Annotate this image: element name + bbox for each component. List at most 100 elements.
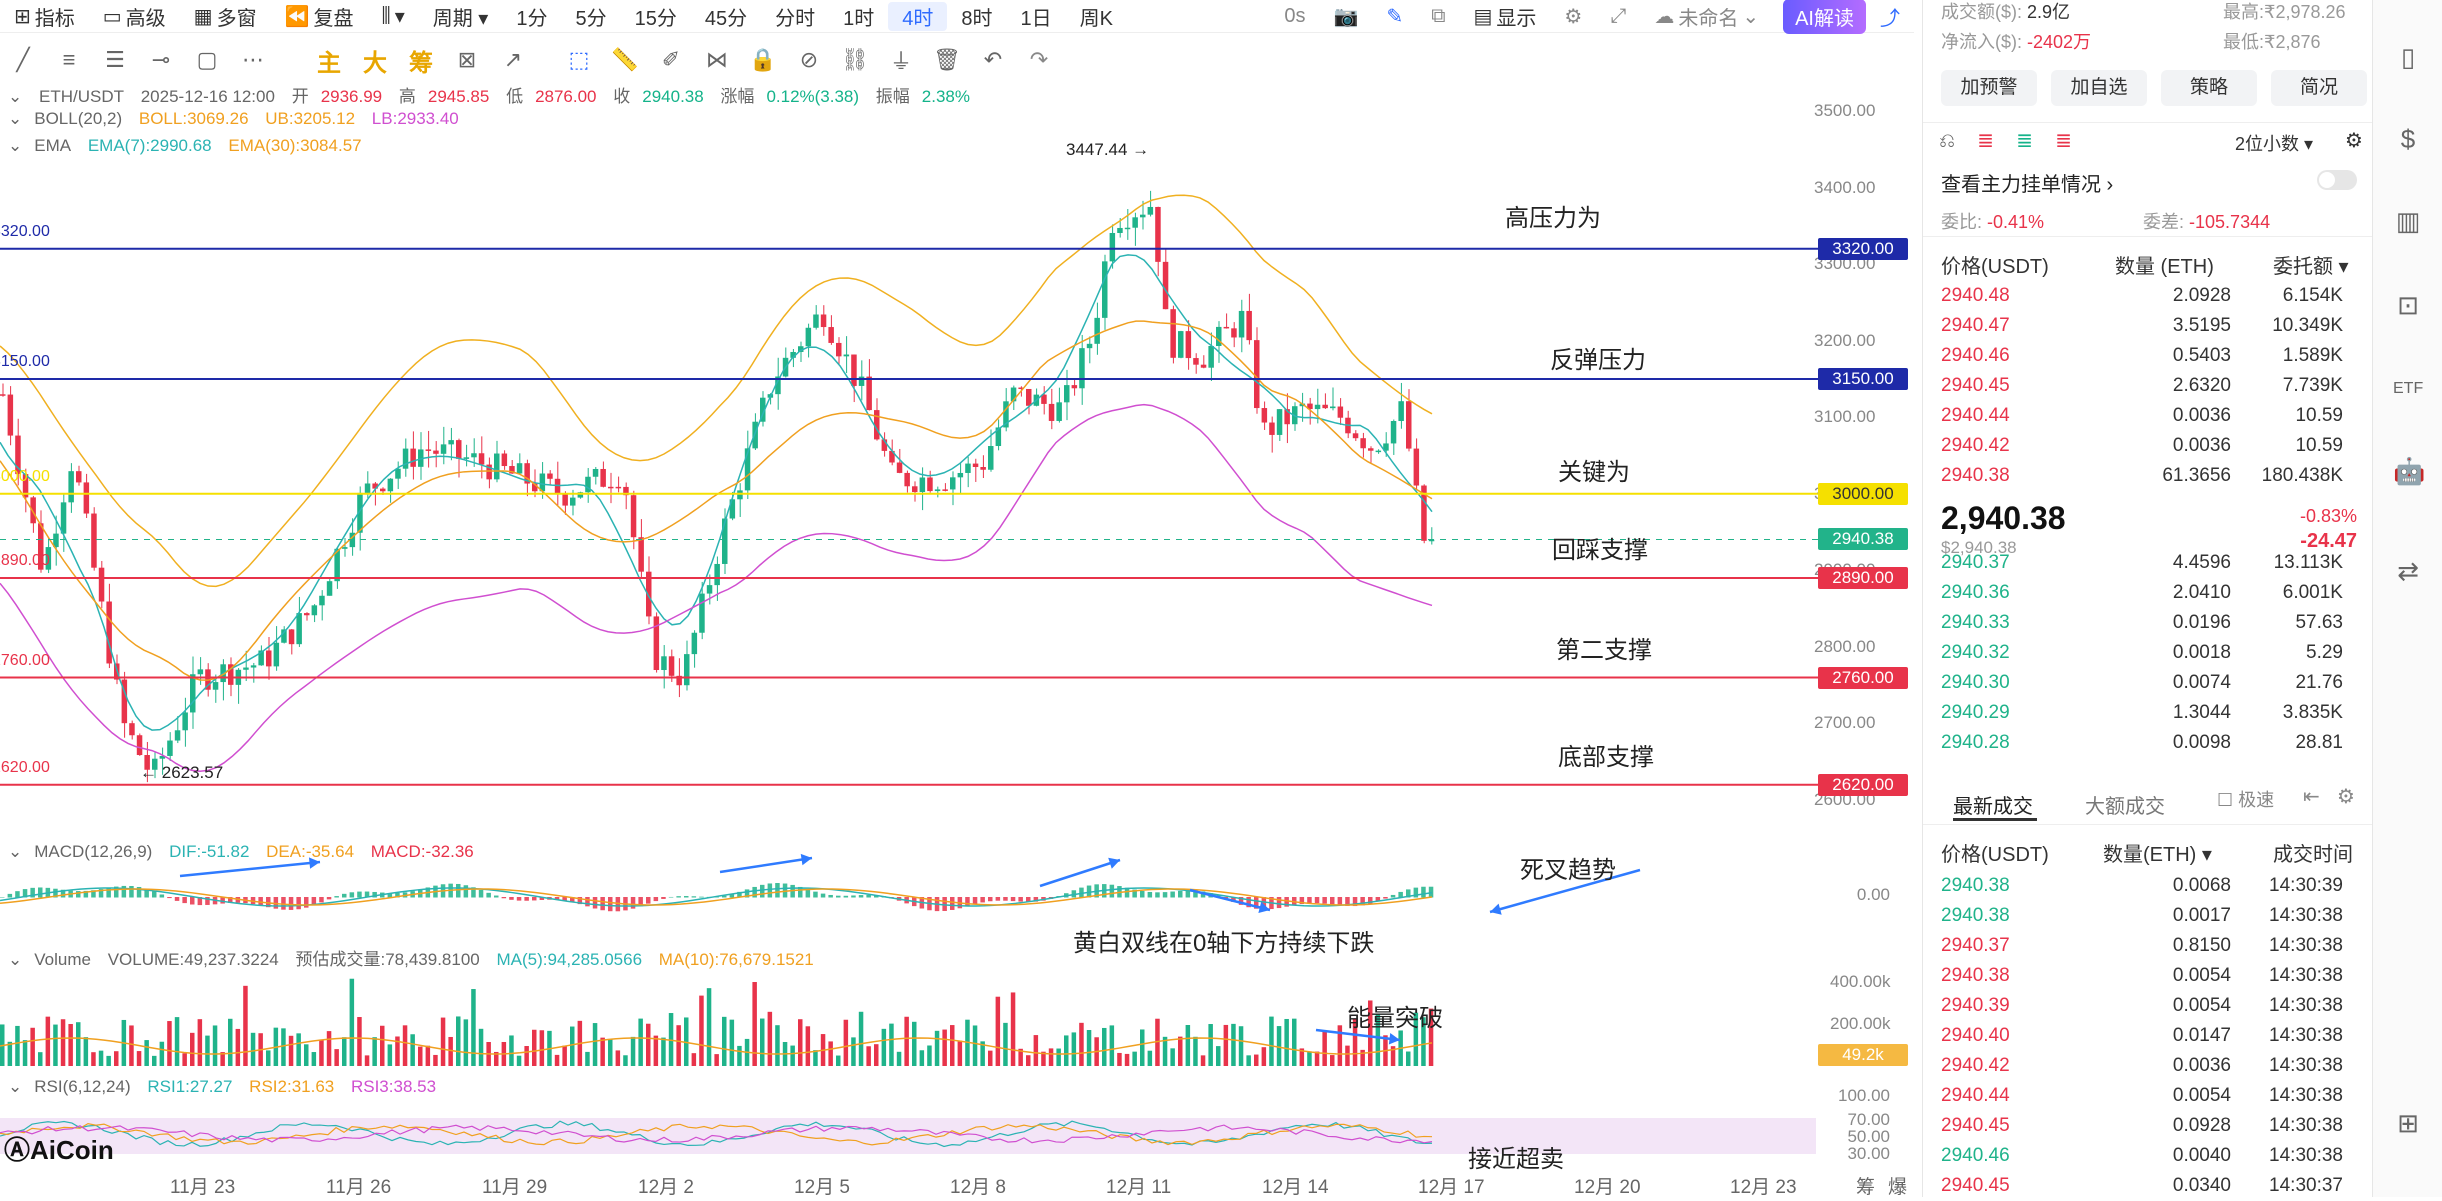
overview-button[interactable]: 简况 bbox=[2271, 70, 2367, 106]
trade-row[interactable]: 2940.46 0.0040 14:30:38 bbox=[1923, 1141, 2343, 1171]
bid-row[interactable]: 2940.30 0.0074 21.76 bbox=[1923, 668, 2343, 698]
decimals-dropdown[interactable]: 2位小数 ▾ bbox=[2235, 134, 2314, 154]
advanced-button[interactable]: ▭ 高级 bbox=[102, 5, 166, 30]
display-button[interactable]: ▤ 显示 bbox=[1473, 5, 1537, 30]
robot-icon[interactable]: 🤖 bbox=[2393, 456, 2426, 486]
channel-tool-icon[interactable]: ☰ bbox=[105, 47, 125, 72]
bid-row[interactable]: 2940.33 0.0196 57.63 bbox=[1923, 608, 2343, 638]
bar-chart-icon[interactable]: ▥ bbox=[2395, 206, 2421, 236]
strategy-button[interactable]: 策略 bbox=[2161, 70, 2257, 106]
trade-row[interactable]: 2940.44 0.0054 14:30:38 bbox=[1923, 1081, 2343, 1111]
layout-icon[interactable]: ⊞ bbox=[2397, 1108, 2419, 1138]
parallel-tool-icon[interactable]: ≡ bbox=[62, 47, 76, 72]
trend-tool-icon[interactable]: ↗ bbox=[503, 47, 523, 72]
orderbook-settings-icon[interactable]: ⚙ bbox=[2345, 130, 2363, 152]
indicator-button[interactable]: ⊞ 指标 bbox=[14, 5, 75, 30]
share-icon[interactable]: ⤴ bbox=[1880, 7, 1900, 30]
trade-row[interactable]: 2940.38 0.0017 14:30:38 bbox=[1923, 901, 2343, 931]
ruler-tool-icon[interactable]: 📏 bbox=[611, 47, 639, 72]
period-1d[interactable]: 1日 bbox=[1020, 7, 1052, 30]
undo-icon[interactable]: ↶ bbox=[983, 47, 1003, 72]
fullscreen-icon[interactable]: ⤢ bbox=[1610, 4, 1627, 27]
ask-row[interactable]: 2940.42 0.0036 10.59 bbox=[1923, 431, 2343, 461]
document-icon[interactable]: ▯ bbox=[2400, 42, 2416, 72]
orderbook-view-icons[interactable]: ⎌ ≣ ≣ ≣ bbox=[1939, 130, 2072, 152]
chip-tool[interactable]: 筹 bbox=[409, 49, 433, 77]
period-1h[interactable]: 1时 bbox=[843, 7, 875, 30]
ask-row[interactable]: 2940.38 61.3656 180.438K bbox=[1907, 461, 2343, 491]
tab-latest-trades[interactable]: 最新成交 bbox=[1953, 796, 2033, 818]
camera-icon[interactable]: 📷 bbox=[1333, 5, 1359, 28]
trade-row[interactable]: 2940.38 0.0054 14:30:38 bbox=[1923, 961, 2343, 991]
ob-header-amount[interactable]: 委托额 ▾ bbox=[2273, 256, 2349, 278]
period-45m[interactable]: 45分 bbox=[704, 7, 748, 30]
add-watchlist-button[interactable]: 加自选 bbox=[2051, 70, 2147, 106]
period-15m[interactable]: 15分 bbox=[634, 7, 677, 30]
ask-row[interactable]: 2940.47 3.5195 10.349K bbox=[1923, 311, 2343, 341]
period-8h[interactable]: 8时 bbox=[961, 7, 993, 30]
x-corner-burst[interactable]: 爆 bbox=[1888, 1177, 1908, 1198]
filter-icon-right[interactable]: ⇤ bbox=[2303, 786, 2320, 808]
etf-icon[interactable]: ETF bbox=[2393, 380, 2424, 397]
swap-icon[interactable]: ⇄ bbox=[2397, 556, 2419, 586]
trade-row[interactable]: 2940.39 0.0054 14:30:38 bbox=[1923, 991, 2343, 1021]
hide-icon[interactable]: ⊘ bbox=[799, 47, 819, 72]
tab-large-trades[interactable]: 大额成交 bbox=[2085, 796, 2165, 818]
main-order-link[interactable]: 查看主力挂单情况 › bbox=[1941, 174, 2114, 196]
period-5m[interactable]: 5分 bbox=[575, 7, 607, 30]
bid-row[interactable]: 2940.29 1.3044 3.835K bbox=[1923, 698, 2343, 728]
add-alert-button[interactable]: 加预警 bbox=[1941, 70, 2037, 106]
x-corner-chip[interactable]: 筹 bbox=[1856, 1177, 1876, 1198]
trash-icon[interactable]: 🗑 bbox=[933, 47, 961, 72]
pen-icon[interactable]: ✎ bbox=[1386, 5, 1404, 28]
indicator-tool-icon[interactable]: ⊠ bbox=[457, 47, 477, 72]
ask-row[interactable]: 2940.44 0.0036 10.59 bbox=[1923, 401, 2343, 431]
rect-tool-icon[interactable]: ▢ bbox=[196, 47, 218, 72]
trade-settings-icon[interactable]: ⚙ bbox=[2337, 786, 2355, 808]
copy-icon[interactable]: ⧉ bbox=[1431, 4, 1446, 27]
bid-row[interactable]: 2940.36 2.0410 6.001K bbox=[1923, 578, 2343, 608]
main-chip-tool[interactable]: 主 bbox=[317, 49, 341, 77]
dollar-icon[interactable]: $ bbox=[2400, 124, 2416, 154]
bid-row[interactable]: 2940.32 0.0018 5.29 bbox=[1923, 638, 2343, 668]
more-tools-icon[interactable]: ⋯ bbox=[242, 47, 264, 72]
price-chart[interactable] bbox=[0, 90, 1914, 1197]
ai-analysis-button[interactable]: AI解读 bbox=[1783, 0, 1866, 34]
period-1w[interactable]: 周K bbox=[1079, 7, 1113, 30]
ask-row[interactable]: 2940.45 2.6320 7.739K bbox=[1923, 371, 2343, 401]
redo-icon[interactable]: ↷ bbox=[1029, 47, 1049, 72]
trade-row[interactable]: 2940.38 0.0068 14:30:39 bbox=[1923, 871, 2343, 901]
collapse-icon[interactable]: ⌄ bbox=[8, 87, 23, 106]
period-1m[interactable]: 1分 bbox=[516, 7, 548, 30]
magnet-tool-icon[interactable]: ⋈ bbox=[706, 47, 728, 72]
trade-row[interactable]: 2940.45 0.0340 14:30:37 bbox=[1923, 1171, 2343, 1201]
main-order-toggle[interactable] bbox=[2317, 170, 2357, 190]
bid-row[interactable]: 2940.28 0.0098 28.81 bbox=[1923, 728, 2343, 758]
trade-row[interactable]: 2940.37 0.8150 14:30:38 bbox=[1923, 931, 2343, 961]
trade-header-qty[interactable]: 数量(ETH) ▾ bbox=[2103, 844, 2212, 866]
fast-mode-checkbox[interactable]: ☐ 极速 bbox=[2217, 790, 2275, 810]
select-tool-icon[interactable]: ⬚ bbox=[568, 47, 590, 72]
ask-row[interactable]: 2940.46 0.5403 1.589K bbox=[1923, 341, 2343, 371]
ask-row[interactable]: 2940.48 2.0928 6.154K bbox=[1923, 281, 2343, 311]
period-4h[interactable]: 4时 bbox=[888, 1, 948, 31]
trade-row[interactable]: 2940.45 0.0928 14:30:38 bbox=[1923, 1111, 2343, 1141]
chart-box-icon[interactable]: ⊡ bbox=[2397, 290, 2419, 320]
hline-tool-icon[interactable]: ⊸ bbox=[151, 47, 171, 72]
link-icon[interactable]: ⛓ bbox=[841, 47, 869, 72]
settings-icon[interactable]: ⚙ bbox=[1564, 5, 1583, 28]
line-tool-icon[interactable]: ╱ bbox=[16, 47, 30, 72]
chart-type-button[interactable]: ⫼ ▾ bbox=[381, 4, 405, 28]
multi-window-button[interactable]: ▦ 多窗 bbox=[193, 5, 257, 30]
trade-row[interactable]: 2940.40 0.0147 14:30:38 bbox=[1923, 1021, 2343, 1051]
replay-button[interactable]: ⏪ 复盘 bbox=[284, 5, 354, 30]
trade-row[interactable]: 2940.42 0.0036 14:30:38 bbox=[1923, 1051, 2343, 1081]
bid-row[interactable]: 2940.37 4.4596 13.113K bbox=[1923, 548, 2343, 578]
period-timeshare[interactable]: 分时 bbox=[775, 7, 816, 30]
lock-icon[interactable]: 🔒 bbox=[749, 47, 777, 72]
layout-dropdown[interactable]: ☁ 未命名 ⌄ bbox=[1654, 5, 1760, 30]
filter-icon[interactable]: ⏚ bbox=[889, 49, 912, 74]
big-order-tool[interactable]: 大 bbox=[363, 49, 387, 77]
period-dropdown[interactable]: 周期 ▾ bbox=[432, 7, 489, 30]
brush-tool-icon[interactable]: ✐ bbox=[661, 47, 681, 72]
